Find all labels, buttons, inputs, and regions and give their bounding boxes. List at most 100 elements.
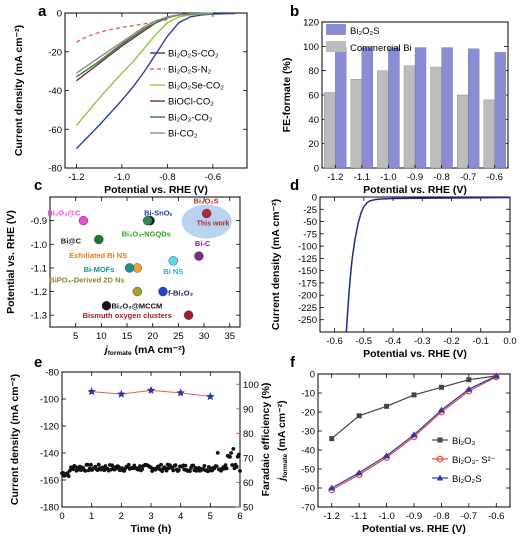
panel-a-xlabel: Potential vs. RHE (V) bbox=[104, 184, 208, 196]
panel-d-ytick-label: -200 bbox=[298, 291, 317, 302]
panel-e-current-point bbox=[137, 464, 142, 469]
panel-e-ytick-label: -80 bbox=[45, 368, 59, 379]
panel-d-xtick-label: 0.0 bbox=[503, 336, 516, 347]
panel-b-legend-swatch bbox=[326, 41, 346, 52]
panel-a-ytick-label: -60 bbox=[48, 125, 62, 136]
panel-b-bar bbox=[377, 70, 389, 169]
panel-e-fe-star bbox=[87, 387, 96, 396]
panel-c-point bbox=[183, 310, 194, 320]
panel-c-xtick-label: 10 bbox=[96, 331, 107, 342]
panel-c-panel-label: c bbox=[34, 177, 42, 194]
panel-e-xtick-label: 3 bbox=[148, 511, 153, 522]
panel-b-ytick-label: 40 bbox=[308, 115, 319, 126]
panel-a-legend-label: BiOCl-CO₂ bbox=[168, 97, 214, 108]
panel-c-point bbox=[194, 251, 204, 261]
panel-b-bar bbox=[441, 47, 453, 169]
panel-b-legend-label: Commercial Bi bbox=[350, 43, 412, 54]
panel-f-panel-label: f bbox=[290, 354, 296, 371]
panel-e-xtick-label: 5 bbox=[208, 511, 213, 522]
panel-a-legend-label: Bi₂O₂S-N₂ bbox=[168, 65, 212, 76]
panel-a-xtick-label: -0.6 bbox=[205, 172, 221, 183]
panel-e-current-point bbox=[89, 462, 93, 467]
panel-c-xtick-label: 15 bbox=[122, 331, 133, 342]
panel-e-current-point bbox=[228, 454, 232, 459]
panel-e-y2tick-label: 100 bbox=[243, 380, 259, 391]
panel-e-xtick-label: 1 bbox=[89, 511, 94, 522]
panel-b-panel-label: b bbox=[290, 3, 299, 20]
panel-c-ylabel: Potential vs. RHE (V) bbox=[5, 210, 17, 314]
panel-c: 5 10 15 20 25 30 35 -0.9 -1.0 -1.1 -1.2 -1.3 Bi₂O₂S T… bbox=[5, 177, 241, 357]
panel-b-xtick-label: -0.7 bbox=[460, 172, 476, 183]
panel-f-ylabel: jformate (mA cm⁻²) bbox=[276, 400, 289, 482]
panel-e-current-point bbox=[230, 463, 235, 467]
panel-c-point-label: Bi₂O₃-NGQDs bbox=[122, 230, 171, 239]
panel-d-ytick-label: -150 bbox=[298, 266, 317, 277]
panel-d-ytick-label: -25 bbox=[303, 205, 317, 216]
panel-b-legend-swatch bbox=[326, 24, 346, 35]
panel-f-point bbox=[328, 484, 335, 491]
panel-e-current-point bbox=[229, 451, 234, 455]
panel-b-ytick-label: 20 bbox=[308, 139, 319, 150]
panel-d-xtick-label: -0.3 bbox=[414, 336, 430, 347]
panel-d-xtick-label: -0.5 bbox=[356, 336, 372, 347]
panel-e-fe-star bbox=[176, 388, 185, 397]
panel-b-legend-label: Bi₂O₂S bbox=[350, 26, 380, 37]
panel-c-xtick-label: 30 bbox=[199, 331, 210, 342]
panel-b-bar bbox=[403, 65, 416, 169]
panel-e-fe-star bbox=[146, 385, 156, 394]
panel-f-ylabel-main: j bbox=[276, 477, 288, 483]
panel-c-xlabel-sub: formate bbox=[108, 350, 132, 357]
panel-e-y2tick-label: 70 bbox=[243, 453, 254, 464]
panel-c-point bbox=[142, 215, 153, 226]
panel-f-point bbox=[438, 384, 444, 390]
panel-a-ytick-label: -20 bbox=[48, 47, 62, 58]
panel-e-ytick-label: -140 bbox=[40, 449, 59, 460]
panel-f-ytick-label: -40 bbox=[301, 446, 315, 457]
panel-a-xtick-label: -1.0 bbox=[114, 172, 130, 183]
panel-e-current-point bbox=[202, 463, 207, 468]
panel-e-current-point bbox=[176, 468, 181, 473]
panel-b-bar bbox=[335, 47, 347, 169]
panel-f-xlabel: Potential vs. RHE (V) bbox=[362, 523, 466, 535]
panel-f-legend-label: Bi₂O₃ bbox=[452, 436, 476, 447]
panel-d-xtick-label: -0.6 bbox=[326, 336, 342, 347]
panel-c-point bbox=[132, 286, 142, 297]
panel-f-ytick-label: 0 bbox=[310, 370, 315, 381]
panel-e-current-point bbox=[159, 462, 163, 467]
panel-c-point-sublabel: This work bbox=[197, 221, 230, 228]
panel-c-point bbox=[124, 263, 135, 273]
panel-c-highlight-ellipse bbox=[181, 204, 232, 239]
panel-b-xtick-label: -1.0 bbox=[380, 172, 396, 183]
panel-a-series-line bbox=[75, 12, 236, 150]
panel-e-current-point bbox=[126, 462, 131, 467]
panel-c-ytick-label: -1.2 bbox=[31, 287, 47, 298]
panel-f-point bbox=[384, 403, 390, 409]
panel-c-ytick-label: -1.1 bbox=[31, 263, 47, 274]
panel-b-ylabel: FE-formate (%) bbox=[281, 58, 293, 133]
panel-e-current-point bbox=[215, 450, 220, 455]
panel-f-ytick-label: -10 bbox=[301, 389, 315, 400]
panel-d-xtick-label: -0.1 bbox=[473, 336, 489, 347]
panel-e-current-point bbox=[85, 462, 90, 467]
panel-d-ytick-label: -50 bbox=[303, 217, 317, 228]
panel-a-legend-label: Bi₂O₂Se-CO₂ bbox=[168, 81, 224, 92]
panel-b-bar bbox=[430, 66, 442, 169]
panel-e-y2tick-label: 60 bbox=[243, 478, 254, 489]
panel-d-ytick-label: -125 bbox=[298, 254, 317, 265]
panel-e-current-point bbox=[83, 468, 88, 473]
panel-b-bar bbox=[414, 47, 427, 169]
panel-b-ytick-label: 60 bbox=[308, 91, 319, 102]
panel-d-frame bbox=[319, 196, 511, 333]
panel-f-point bbox=[438, 406, 445, 413]
panel-c-point-label: f-Bi₂O₃ bbox=[168, 289, 194, 298]
panel-b-ytick-label: 120 bbox=[303, 18, 319, 29]
panel-e-current-point bbox=[231, 446, 236, 451]
panel-f-point bbox=[466, 377, 472, 383]
panel-e-y2tick-label: 50 bbox=[243, 503, 254, 514]
panel-e-current-point bbox=[96, 462, 101, 467]
panel-c-point-label: BiPO₄-Derived 2D Ns bbox=[49, 276, 124, 285]
panel-e-fe-star bbox=[206, 392, 215, 401]
panel-d-series-line bbox=[345, 196, 511, 333]
panel-e-current-point bbox=[173, 463, 178, 468]
panel-a-series-line bbox=[76, 12, 213, 74]
